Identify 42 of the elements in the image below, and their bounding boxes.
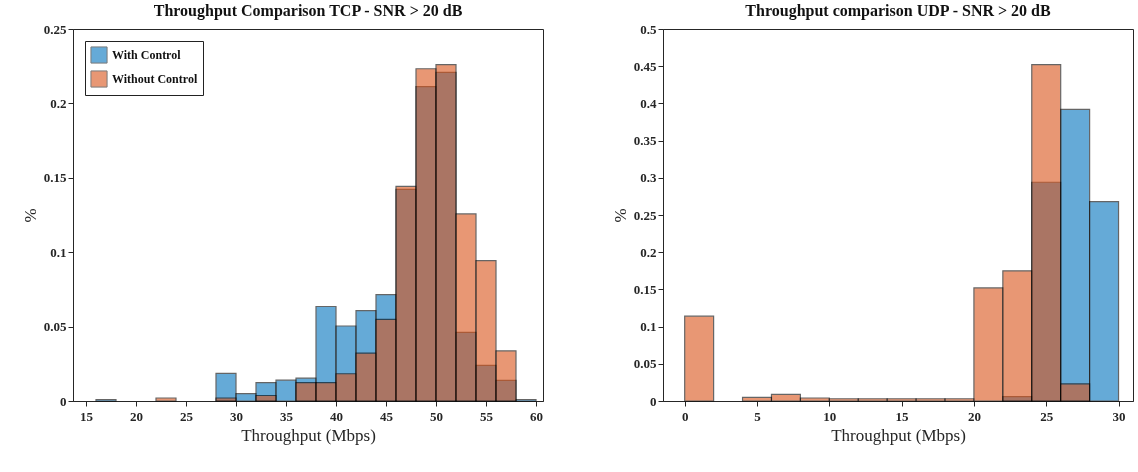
y-tick-label: 0.3: [640, 170, 657, 186]
x-axis-title: Throughput (Mbps): [241, 425, 376, 445]
y-tick-label: 0.05: [633, 356, 657, 372]
y-tick-label: 0.4: [640, 95, 657, 111]
x-tick-label: 25: [180, 408, 194, 424]
x-tick-label: 25: [1040, 408, 1054, 424]
y-tick-label: 0.1: [50, 244, 67, 260]
x-tick-label: 20: [967, 408, 981, 424]
y-tick-label: 0.2: [640, 244, 657, 260]
y-tick-label: 0.2: [50, 95, 67, 111]
x-tick-label: 30: [1112, 408, 1126, 424]
x-tick-label: 10: [823, 408, 837, 424]
x-tick-label: 45: [380, 408, 394, 424]
y-tick-label: 0.15: [43, 170, 67, 186]
x-tick-label: 15: [895, 408, 910, 424]
x-axis-title: Throughput (Mbps): [831, 425, 966, 445]
y-tick-label: 0.15: [633, 281, 657, 297]
y-tick-label: 0.5: [640, 21, 657, 37]
x-tick-label: 35: [280, 408, 294, 424]
y-tick-label: 0.35: [633, 133, 657, 149]
y-tick-label: 0: [60, 393, 67, 409]
legend-label: Without Control: [112, 72, 198, 86]
y-axis-title: %: [20, 208, 40, 223]
x-tick-label: 40: [330, 408, 343, 424]
chart-title: Throughput Comparison TCP - SNR > 20 dB: [153, 2, 463, 20]
x-tick-label: 0: [681, 408, 689, 424]
y-tick-label: 0.1: [640, 319, 657, 335]
y-axis-title: %: [610, 208, 630, 223]
x-tick-label: 55: [480, 408, 494, 424]
x-tick-label: 15: [80, 408, 94, 424]
y-tick-label: 0: [650, 393, 657, 409]
x-tick-label: 20: [130, 408, 143, 424]
y-tick-label: 0.05: [43, 319, 67, 335]
x-tick-label: 30: [230, 408, 243, 424]
x-tick-label: 50: [430, 408, 443, 424]
x-tick-label: 60: [530, 408, 543, 424]
legend-label: With Control: [112, 48, 182, 62]
y-tick-label: 0.25: [633, 207, 657, 223]
x-tick-label: 5: [754, 408, 762, 424]
y-tick-label: 0.45: [633, 58, 657, 74]
chart-title: Throughput comparison UDP - SNR > 20 dB: [745, 2, 1051, 20]
y-tick-label: 0.25: [43, 21, 67, 37]
